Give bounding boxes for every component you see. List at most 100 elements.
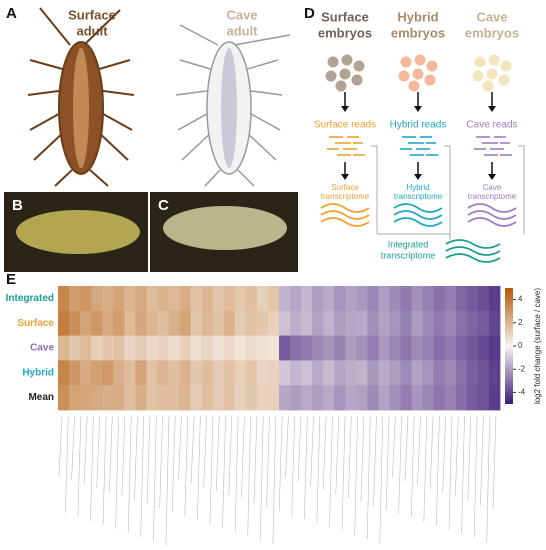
- heat-cell: [378, 360, 390, 386]
- gene-label-placeholder: [454, 415, 459, 498]
- connector: [377, 233, 451, 240]
- embryo-dot: [424, 74, 436, 86]
- heat-cell: [267, 385, 280, 411]
- heat-cell: [157, 335, 169, 361]
- heat-cell: [312, 385, 324, 411]
- heat-cell: [411, 310, 424, 336]
- heat-cell: [179, 385, 191, 411]
- transcript-wave: [445, 246, 501, 256]
- transcript-wave: [320, 203, 370, 213]
- heat-cell: [477, 286, 490, 312]
- heat-cell: [477, 335, 490, 361]
- heat-cell: [323, 286, 335, 312]
- gene-label-placeholder: [316, 415, 321, 524]
- heat-cell: [323, 310, 335, 336]
- heat-cell: [201, 310, 214, 336]
- heat-cell: [102, 310, 114, 336]
- heat-cell: [201, 385, 214, 411]
- heat-cell: [389, 360, 401, 386]
- gene-label-placeholder: [436, 415, 440, 527]
- gene-label-placeholder: [96, 415, 101, 489]
- heat-cell: [455, 360, 468, 386]
- gene-label-placeholder: [153, 415, 157, 542]
- gene-label-placeholder: [291, 415, 296, 516]
- gene-label-placeholder: [234, 415, 239, 533]
- heat-cell: [356, 385, 368, 411]
- heat-cell: [433, 286, 446, 312]
- row-label: Hybrid: [22, 367, 54, 378]
- heat-cell: [157, 310, 169, 336]
- heat-cell: [91, 310, 103, 336]
- heat-cell: [290, 385, 302, 411]
- heat-cell: [146, 360, 158, 386]
- heat-cell: [334, 385, 346, 411]
- arrow-head: [341, 174, 349, 180]
- heat-cell: [267, 360, 280, 386]
- heat-cell: [135, 286, 147, 312]
- heat-cell: [356, 286, 368, 312]
- embryo-header: embryos: [465, 25, 519, 40]
- heat-cell: [223, 310, 236, 336]
- gene-label-placeholder: [492, 415, 497, 510]
- reads-label: Surface reads: [314, 120, 376, 131]
- heat-cell: [91, 286, 103, 312]
- heat-cell: [135, 335, 147, 361]
- heat-cell: [113, 335, 125, 361]
- arrow-head: [414, 106, 422, 112]
- heat-cell: [223, 286, 236, 312]
- gene-label-placeholder: [203, 415, 207, 488]
- gene-label-placeholder: [64, 415, 69, 514]
- heat-cell: [367, 310, 379, 336]
- heat-cell: [400, 385, 412, 411]
- heat-cell: [245, 360, 258, 386]
- heat-cell: [58, 360, 70, 386]
- colorbar: [505, 288, 513, 404]
- heat-cell: [411, 360, 424, 386]
- heat-cell: [334, 310, 346, 336]
- gene-label-placeholder: [109, 415, 113, 493]
- heat-cell: [367, 286, 379, 312]
- heat-cell: [69, 360, 81, 386]
- heat-cell: [433, 335, 446, 361]
- gene-label-placeholder: [215, 415, 220, 492]
- heat-cell: [190, 335, 203, 361]
- embryo-dot: [408, 80, 420, 92]
- heat-cell: [279, 360, 291, 386]
- heat-cell: [102, 360, 114, 386]
- heat-cell: [422, 286, 435, 312]
- panel-letter: C: [158, 197, 169, 214]
- heat-cell: [124, 310, 136, 336]
- embryo-dot: [472, 70, 484, 82]
- heat-cell: [477, 310, 490, 336]
- gene-label-placeholder: [90, 415, 94, 522]
- gene-label-placeholder: [429, 415, 434, 490]
- embryo-dot: [482, 80, 494, 92]
- gene-label-placeholder: [115, 415, 119, 530]
- heat-cell: [245, 286, 258, 312]
- heat-cell: [356, 335, 368, 361]
- embryo-header: embryos: [318, 25, 372, 40]
- heat-cell: [455, 286, 468, 312]
- reads-label: Hybrid reads: [390, 120, 447, 131]
- embryo-dot: [488, 54, 500, 66]
- transcript-wave: [467, 203, 517, 213]
- heat-cell: [444, 335, 457, 361]
- heat-cell: [488, 310, 501, 336]
- heat-cell: [102, 335, 114, 361]
- heat-cell: [179, 360, 191, 386]
- heat-cell: [433, 385, 446, 411]
- heat-cell: [466, 385, 479, 411]
- heat-cell: [411, 385, 424, 411]
- heat-cell: [367, 335, 379, 361]
- connector: [371, 145, 378, 234]
- connector: [444, 145, 451, 234]
- heat-cell: [69, 286, 81, 312]
- heat-cell: [488, 286, 501, 312]
- heat-cell: [146, 310, 158, 336]
- heat-cell: [245, 335, 258, 361]
- arrow-head: [488, 106, 496, 112]
- heat-cell: [201, 360, 214, 386]
- heat-cell: [488, 335, 501, 361]
- heat-cell: [256, 286, 269, 312]
- transcriptome-label: transcriptome: [321, 192, 370, 201]
